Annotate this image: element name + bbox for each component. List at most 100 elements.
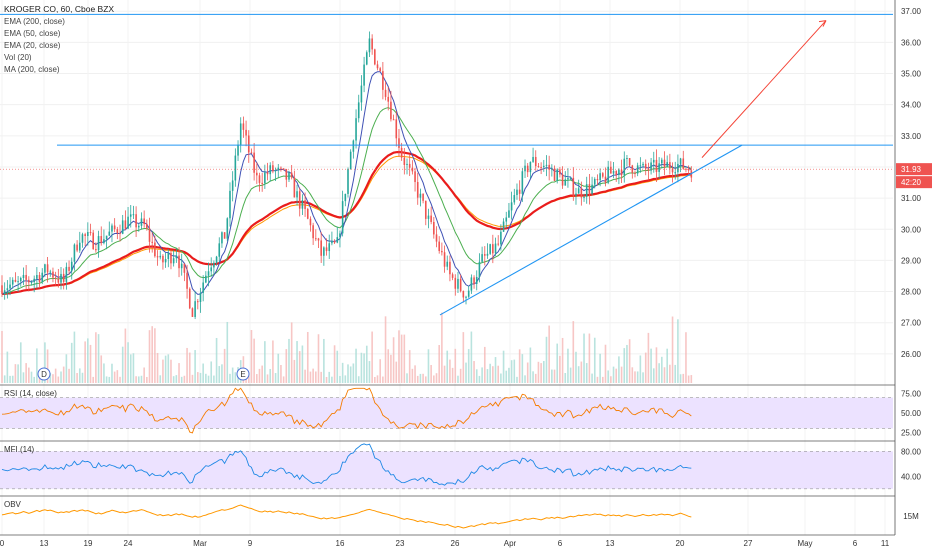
volume-bar	[438, 345, 440, 383]
volume-bar	[46, 349, 49, 383]
volume-bar	[502, 350, 505, 383]
candle-body	[78, 242, 81, 251]
panel-tick-label: 40.00	[901, 472, 922, 481]
volume-bar	[449, 359, 451, 383]
volume-bar	[140, 375, 143, 383]
candle-body	[516, 189, 518, 196]
candle-body	[551, 168, 553, 170]
candle-body	[521, 171, 524, 194]
volume-bar	[70, 342, 73, 383]
volume-bar	[556, 343, 559, 383]
volume-bar	[73, 331, 76, 383]
candle-body	[97, 236, 100, 251]
candle-body	[580, 188, 583, 198]
candle-body	[100, 236, 103, 244]
candle-body	[288, 172, 290, 180]
volume-bar	[202, 363, 204, 383]
candle-body	[84, 234, 86, 236]
candle-body	[68, 266, 70, 271]
volume-bar	[156, 352, 159, 383]
candle-body	[532, 156, 534, 162]
candle-body	[661, 159, 663, 164]
candle-body	[454, 277, 457, 289]
candle-body	[652, 159, 655, 163]
candle-body	[180, 263, 183, 269]
candle-body	[365, 52, 368, 65]
volume-bar	[379, 359, 381, 383]
volume-bar	[84, 341, 86, 383]
candle-body	[57, 278, 60, 283]
volume-bar	[3, 375, 6, 383]
volume-bar	[137, 376, 140, 383]
volume-bar	[534, 373, 537, 383]
volume-bar	[288, 338, 290, 383]
volume-bar	[505, 370, 508, 383]
candle-body	[631, 165, 634, 173]
volume-bar	[435, 373, 438, 383]
candle-body	[615, 170, 618, 176]
candle-body	[481, 254, 483, 262]
candle-body	[140, 218, 143, 226]
volume-bar	[38, 374, 41, 383]
candle-body	[679, 158, 682, 164]
volume-bar	[44, 342, 46, 383]
candle-body	[325, 247, 328, 252]
candle-body	[677, 163, 679, 173]
candle-body	[569, 177, 572, 179]
candle-body	[524, 165, 526, 172]
legend[interactable]: KROGER CO, 60, Cboe BZX EMA (200, close) E…	[4, 4, 114, 74]
volume-bar	[285, 349, 288, 383]
volume-bar	[347, 364, 349, 383]
candle-body	[406, 163, 408, 165]
volume-bar	[406, 373, 408, 383]
volume-bar	[57, 376, 60, 383]
volume-bar	[623, 348, 626, 383]
volume-bar	[537, 361, 540, 383]
candle-body	[599, 173, 601, 181]
volume-bar	[207, 375, 210, 383]
symbol-header: KROGER CO, 60, Cboe BZX	[4, 4, 114, 14]
candle-body	[156, 256, 159, 258]
volume-bar	[532, 371, 534, 383]
candle-body	[331, 240, 333, 244]
candle-body	[172, 258, 175, 264]
volume-bar	[17, 364, 19, 383]
arrow-head	[818, 20, 827, 27]
candle-body	[183, 263, 186, 273]
volume-bar	[221, 364, 223, 383]
volume-bar	[674, 364, 677, 383]
volume-bar	[387, 349, 390, 383]
volume-bar	[183, 375, 186, 383]
volume-bar	[312, 368, 314, 383]
volume-bar	[293, 359, 296, 383]
candle-body	[478, 261, 481, 277]
time-tick-label: 6	[853, 539, 858, 548]
volume-bar	[599, 353, 601, 383]
candle-body	[285, 169, 288, 180]
volume-bar	[545, 336, 548, 383]
candle-body	[213, 262, 215, 268]
volume-bar	[669, 364, 671, 383]
candle-body	[473, 277, 475, 285]
volume-bar	[671, 316, 674, 383]
volume-bar	[382, 376, 384, 383]
candle-body	[159, 255, 162, 258]
volume-bar	[376, 375, 379, 383]
volume-bar	[30, 371, 33, 383]
candle-body	[223, 232, 226, 239]
legend-item: EMA (200, close)	[4, 17, 65, 26]
volume-bar	[95, 332, 97, 383]
volume-bar	[631, 367, 634, 383]
volume-bar	[333, 345, 336, 383]
volume-bar	[100, 355, 103, 383]
candle-body	[352, 140, 355, 152]
volume-bar	[457, 375, 459, 383]
volume-bar	[54, 368, 57, 383]
candle-body	[132, 214, 135, 216]
time-tick-label: 0	[0, 539, 5, 548]
volume-bar	[229, 373, 231, 383]
candle-body	[234, 155, 237, 181]
volume-bar	[636, 371, 639, 383]
